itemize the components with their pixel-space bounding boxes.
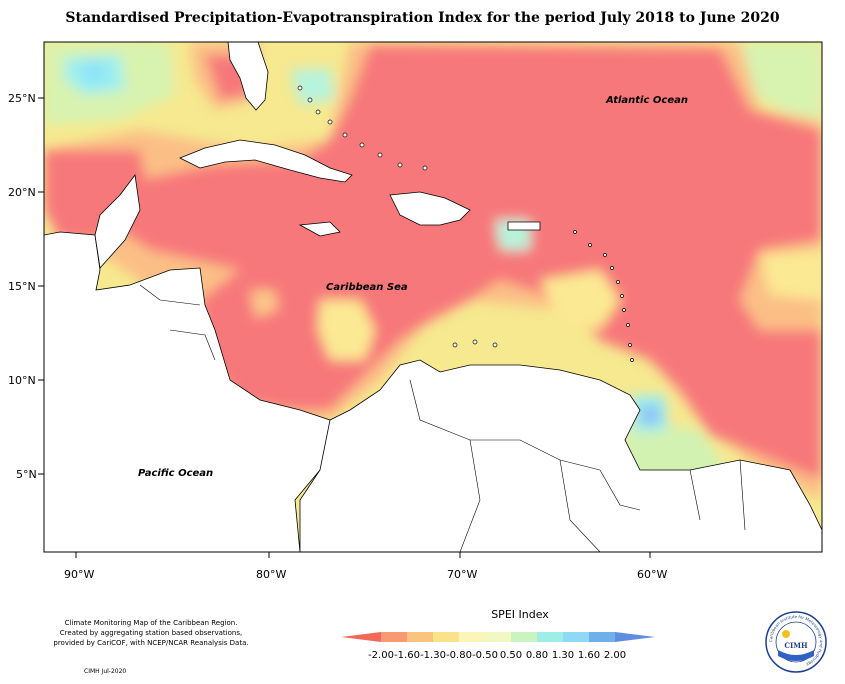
legend-swatch xyxy=(563,632,589,642)
lon-label-60w: 60°W xyxy=(637,568,667,581)
lat-label-15n: 15°N xyxy=(8,280,36,293)
legend-value-label: 0.80 xyxy=(526,650,548,661)
legend-swatch xyxy=(459,632,485,642)
legend-labels: -2.00 -1.60 -1.30 -0.80 -0.50 0.50 0.80 1.30 1.6… xyxy=(368,650,626,661)
lon-label-90w: 90°W xyxy=(64,568,94,581)
credits-line-1: Climate Monitoring Map of the Caribbean … xyxy=(64,619,238,627)
legend-swatch xyxy=(485,632,511,642)
legend-value-label: -0.80 xyxy=(446,650,472,661)
credits-line-2: Created by aggregating station based obs… xyxy=(59,629,243,637)
legend-value-label: 2.00 xyxy=(604,650,626,661)
lon-label-80w: 80°W xyxy=(256,568,286,581)
legend-swatch xyxy=(381,632,407,642)
sun-icon xyxy=(782,630,790,638)
lat-tick-labels: 25°N 20°N 15°N 10°N 5°N xyxy=(8,92,37,481)
credits-text: Climate Monitoring Map of the Caribbean … xyxy=(36,618,266,648)
lat-label-25n: 25°N xyxy=(8,92,36,105)
legend-title: SPEI Index xyxy=(491,608,549,621)
landmass xyxy=(44,42,822,552)
legend-value-label: -1.30 xyxy=(420,650,446,661)
legend-value-label: -0.50 xyxy=(472,650,498,661)
lat-label-20n: 20°N xyxy=(8,186,36,199)
cimh-logo: Caribbean Institute for Meteorology and … xyxy=(765,611,827,673)
legend-value-label: 1.60 xyxy=(578,650,600,661)
legend-swatch xyxy=(615,632,655,642)
legend-swatch xyxy=(537,632,563,642)
atlantic-label: Atlantic Ocean xyxy=(605,95,688,106)
spei-map: Atlantic Ocean Caribbean Sea Pacific Oce… xyxy=(8,41,823,581)
legend-swatch xyxy=(511,632,537,642)
pacific-label: Pacific Ocean xyxy=(138,468,213,479)
spei-field: Atlantic Ocean Caribbean Sea Pacific Oce… xyxy=(44,42,822,552)
map-frame xyxy=(43,41,823,553)
credits-date: CIMH Jul-2020 xyxy=(84,668,127,675)
axis-ticks xyxy=(38,97,651,558)
lon-label-70w: 70°W xyxy=(447,568,477,581)
logo-text: CIMH xyxy=(784,641,808,650)
legend-swatch xyxy=(589,632,615,642)
credits-line-3: provided by CariCOF, with NCEP/NCAR Rean… xyxy=(53,639,249,647)
legend-value-label: -1.60 xyxy=(394,650,420,661)
caribbean-label: Caribbean Sea xyxy=(326,282,408,293)
wave-icon xyxy=(778,650,814,661)
legend-swatch xyxy=(407,632,433,642)
legend-swatch xyxy=(341,632,381,642)
legend-value-label: 1.30 xyxy=(552,650,574,661)
legend-swatches xyxy=(341,632,655,642)
lat-label-5n: 5°N xyxy=(16,468,37,481)
legend-colorbar: -2.00 -1.60 -1.30 -0.80 -0.50 0.50 0.80 1.30 1.6… xyxy=(341,632,655,661)
legend-value-label: 0.50 xyxy=(500,650,522,661)
legend-swatch xyxy=(433,632,459,642)
lon-tick-labels: 90°W 80°W 70°W 60°W xyxy=(64,568,667,581)
map-title: Standardised Precipitation-Evapotranspir… xyxy=(65,10,780,26)
lat-label-10n: 10°N xyxy=(8,374,36,387)
legend-value-label: -2.00 xyxy=(368,650,394,661)
